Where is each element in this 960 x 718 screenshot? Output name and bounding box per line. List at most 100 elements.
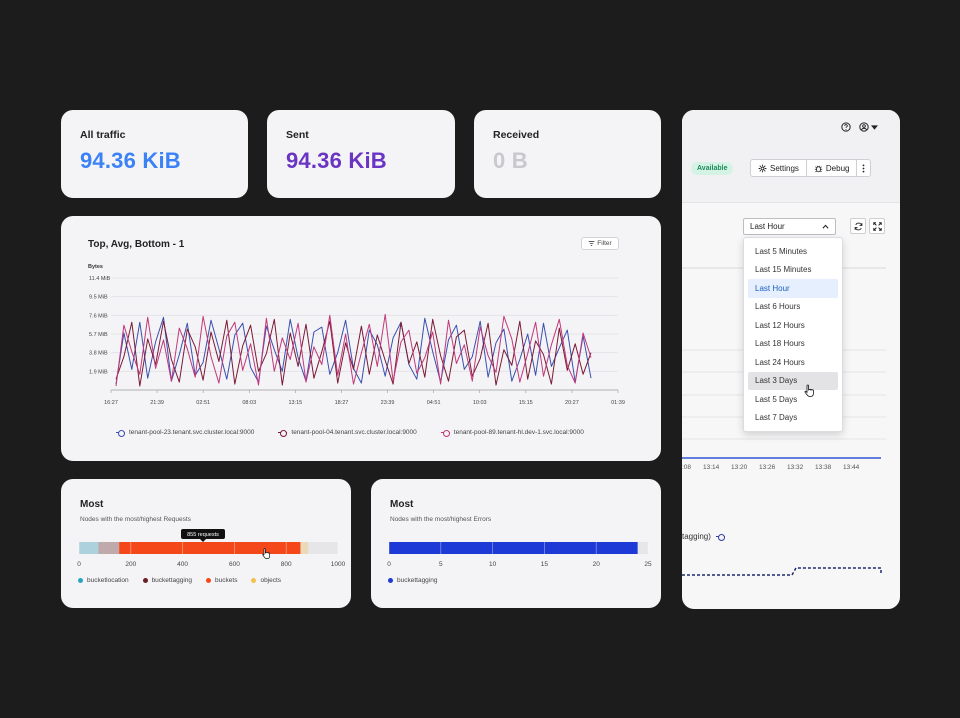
- x-tick-label: 20:27: [565, 400, 579, 406]
- most-errors-card: Most Nodes with the most/highest Errors …: [371, 479, 661, 608]
- x-tick-label: 04:51: [427, 400, 441, 406]
- x-tick-label: 08:03: [242, 400, 256, 406]
- series-line: [115, 313, 592, 387]
- time-range-value: Last Hour: [750, 222, 785, 231]
- x-tick-label: 23:39: [381, 400, 395, 406]
- more-vertical-icon: [863, 163, 865, 173]
- legend-item[interactable]: buckettagging: [142, 577, 193, 584]
- time-option[interactable]: Last 5 Days: [755, 394, 798, 404]
- settings-label: Settings: [770, 163, 799, 173]
- traffic-line-chart: 1.9 MiB 3.8 MiB 5.7 MiB 7.6 MiB 9.5 MiB 11.4 …: [89, 276, 625, 406]
- tooltip-arrow: [200, 539, 206, 542]
- stat-label: Received: [493, 129, 540, 141]
- pointer-cursor-icon: [262, 548, 270, 559]
- chevron-up-icon: [822, 224, 829, 229]
- y-axis-unit: Bytes: [88, 264, 103, 270]
- more-options-button[interactable]: [857, 160, 870, 176]
- user-menu[interactable]: [859, 122, 878, 132]
- legend-label: tenant-pool-23.tenant.svc.cluster.local:…: [129, 429, 255, 436]
- filter-icon: [588, 240, 595, 247]
- side-panel: Available Settings Debug :08 13:14 13:20…: [682, 110, 900, 609]
- pointer-cursor-icon: [804, 384, 814, 397]
- x-tick-label: 400: [177, 561, 188, 568]
- fullscreen-button[interactable]: [869, 218, 885, 234]
- x-tick-label: 5: [439, 561, 443, 568]
- time-option-hovered[interactable]: Last 3 Days: [748, 371, 838, 390]
- chart-legend: tenant-pool-23.tenant.svc.cluster.local:…: [116, 429, 584, 437]
- x-tick-label: 13:14: [703, 464, 720, 471]
- stat-label: Sent: [286, 129, 309, 141]
- time-option[interactable]: Last 12 Hours: [755, 320, 805, 330]
- legend-label: bucketlocation: [87, 577, 129, 584]
- tooltip-text: 855 requests: [187, 532, 219, 538]
- bar-segment: [79, 542, 99, 554]
- time-option[interactable]: Last 5 Minutes: [755, 246, 808, 256]
- refresh-button[interactable]: [850, 218, 866, 234]
- x-tick-label: 10: [489, 561, 497, 568]
- legend-label: objects: [260, 577, 282, 584]
- debug-button[interactable]: Debug: [807, 160, 858, 176]
- stat-label: All traffic: [80, 129, 126, 141]
- legend-item[interactable]: objects: [251, 577, 281, 584]
- filter-label: Filter: [597, 240, 612, 247]
- card-title: Most: [80, 499, 104, 510]
- y-tick-label: 9.5 MiB: [89, 295, 108, 301]
- most-requests-card: Most Nodes with the most/highest Request…: [61, 479, 351, 608]
- legend-item[interactable]: buckets: [206, 577, 237, 584]
- legend-marker: [116, 429, 125, 437]
- series-line: [115, 316, 592, 385]
- user-circle-icon: [859, 122, 869, 132]
- time-option[interactable]: Last 15 Minutes: [755, 265, 812, 275]
- stat-card-all-traffic: All traffic 94.36 KiB: [61, 110, 248, 198]
- legend-label: buckettagging: [397, 577, 438, 584]
- gear-icon: [758, 164, 767, 172]
- legend-label: tenant-pool-89.tenant-hl.dev-1.svc.local…: [453, 429, 584, 436]
- time-range-select[interactable]: Last Hour: [743, 218, 836, 235]
- y-tick-label: 1.9 MiB: [89, 369, 108, 375]
- legend-label: buckettagging: [151, 577, 193, 584]
- partial-legend: tagging): [682, 532, 725, 541]
- tooltip: [181, 529, 225, 539]
- legend-item[interactable]: buckettagging: [388, 577, 437, 584]
- legend-dot: [206, 577, 212, 583]
- time-option[interactable]: Last 24 Hours: [755, 357, 805, 367]
- x-tick-label: 13:32: [787, 464, 804, 471]
- legend-item[interactable]: bucketlocation: [78, 577, 129, 584]
- x-tick-label: 13:26: [759, 464, 776, 471]
- time-option-selected[interactable]: Last Hour: [748, 279, 838, 298]
- x-tick-label: 0: [77, 561, 81, 568]
- settings-button[interactable]: Settings: [751, 160, 807, 176]
- bar-segment: [98, 542, 120, 554]
- legend-item[interactable]: tenant-pool-89.tenant-hl.dev-1.svc.local…: [440, 429, 584, 437]
- y-tick-label: 5.7 MiB: [89, 332, 108, 338]
- stat-value: 94.36 KiB: [286, 148, 387, 173]
- legend-item[interactable]: tenant-pool-04.tenant.svc.cluster.local:…: [278, 429, 417, 437]
- traffic-chart-card: Top, Avg, Bottom - 1 Filter Bytes 1.9 Mi…: [61, 216, 661, 461]
- card-subtitle: Nodes with the most/highest Requests: [80, 516, 191, 523]
- filter-button[interactable]: Filter: [581, 237, 619, 250]
- stat-value: 94.36 KiB: [80, 148, 181, 173]
- chart-title: Top, Avg, Bottom - 1: [88, 239, 185, 250]
- help-circle-icon[interactable]: [841, 122, 851, 132]
- card-subtitle: Nodes with the most/highest Errors: [390, 516, 492, 523]
- series-line: [115, 318, 592, 387]
- fullscreen-icon: [872, 221, 882, 231]
- time-option[interactable]: Last 18 Hours: [755, 339, 805, 349]
- legend-item[interactable]: tenant-pool-23.tenant.svc.cluster.local:…: [116, 429, 255, 437]
- x-tick-label: 15:15: [519, 400, 533, 406]
- requests-legend: bucketlocation buckettagging buckets obj…: [78, 577, 281, 584]
- legend-dot: [78, 577, 83, 583]
- time-option[interactable]: Last 7 Days: [755, 413, 798, 423]
- legend-dot: [388, 577, 393, 583]
- errors-bar-chart: 0 5 10 15 20 25: [387, 542, 652, 568]
- x-tick-label: 16:27: [104, 400, 118, 406]
- x-tick-label: 02:51: [196, 400, 210, 406]
- bug-icon: [814, 165, 823, 172]
- chevron-down-icon: [871, 124, 878, 130]
- x-tick-label: 13:20: [731, 464, 748, 471]
- partial-legend-label: tagging): [682, 532, 711, 541]
- time-option[interactable]: Last 6 Hours: [755, 302, 801, 312]
- x-tick-label: 21:39: [150, 400, 164, 406]
- side-panel-header: [682, 110, 900, 203]
- x-tick-label: 200: [125, 561, 136, 568]
